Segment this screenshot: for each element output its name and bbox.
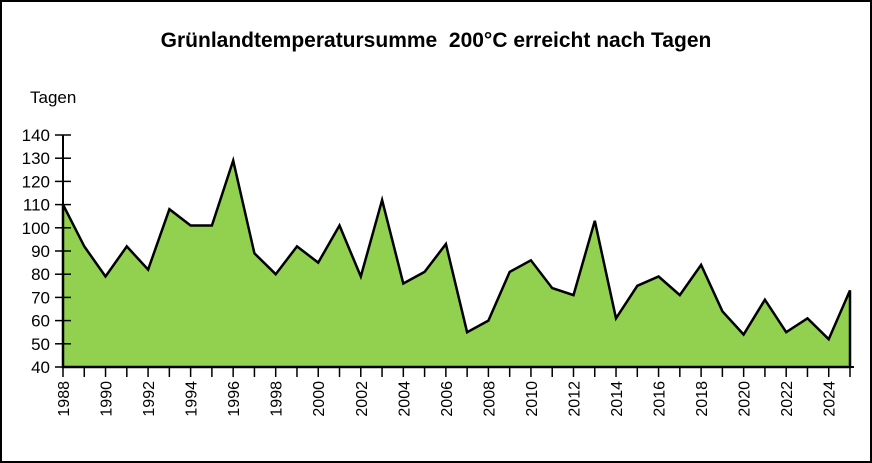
x-tick-label: 2008 [481, 381, 498, 417]
y-tick-label: 50 [31, 335, 50, 354]
x-tick-label: 2000 [311, 381, 328, 417]
x-tick-label: 2018 [694, 381, 711, 417]
y-tick-label: 80 [31, 265, 50, 284]
y-tick-label: 70 [31, 288, 50, 307]
x-tick-label: 2020 [737, 381, 754, 417]
x-tick-label: 1990 [99, 381, 116, 417]
y-tick-label: 60 [31, 312, 50, 331]
y-tick-label: 100 [22, 219, 50, 238]
x-tick-label: 2022 [779, 381, 796, 417]
x-tick-label: 1996 [226, 381, 243, 417]
y-axis-unit-label: Tagen [30, 88, 77, 107]
y-tick-label: 130 [22, 149, 50, 168]
y-tick-label: 40 [31, 358, 50, 377]
x-tick-label: 1998 [269, 381, 286, 417]
chart-title: Grünlandtemperatursumme 200°C erreicht n… [160, 29, 712, 52]
y-tick-label: 120 [22, 172, 50, 191]
x-tick-label: 2006 [439, 381, 456, 417]
y-tick-label: 90 [31, 242, 50, 261]
x-tick-label: 2012 [566, 381, 583, 417]
x-tick-label: 1994 [184, 381, 201, 417]
y-tick-label: 110 [23, 196, 50, 215]
x-tick-label: 2016 [652, 381, 669, 417]
x-tick-label: 2004 [396, 381, 413, 417]
y-tick-label: 140 [22, 126, 50, 145]
x-tick-label: 2002 [354, 381, 371, 417]
x-tick-label: 2014 [609, 381, 626, 417]
x-tick-label: 2010 [524, 381, 541, 417]
x-tick-label: 2024 [822, 381, 839, 417]
x-tick-label: 1988 [56, 381, 73, 417]
x-tick-label: 1992 [141, 381, 158, 417]
area-series [61, 155, 852, 369]
